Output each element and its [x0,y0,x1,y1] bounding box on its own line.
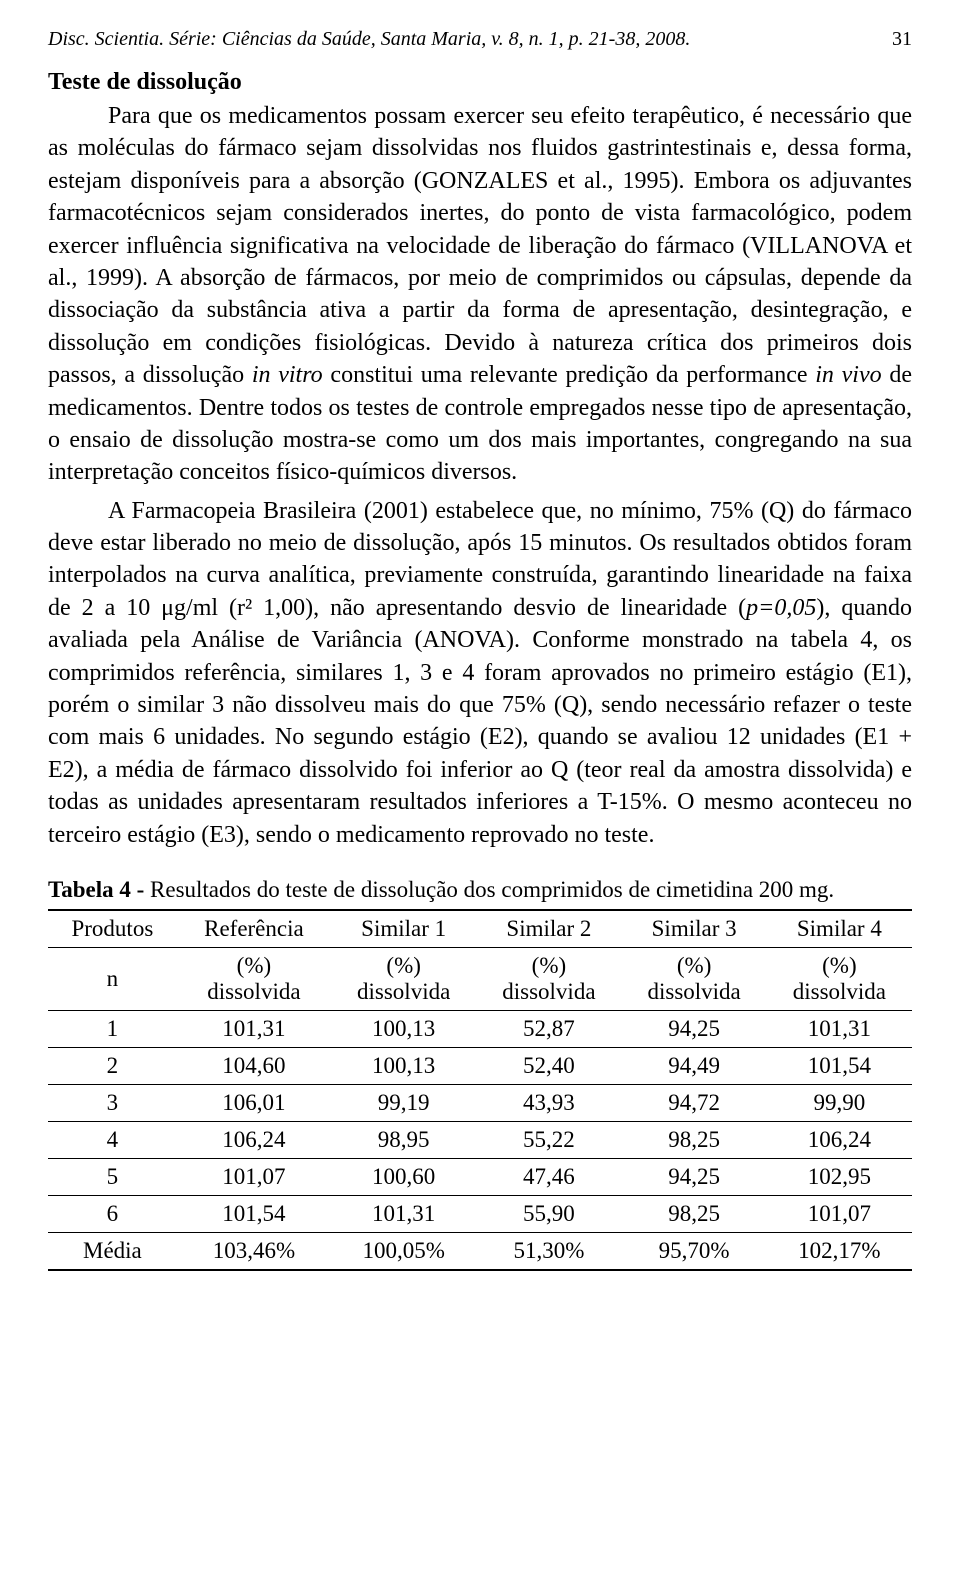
col-referencia: Referência [177,910,331,948]
cell: 4 [48,1121,177,1158]
unit-similar-1: (%)dissolvida [331,947,476,1010]
unit-bottom: dissolvida [480,979,617,1005]
page-number: 31 [892,28,912,51]
cell: 98,95 [331,1121,476,1158]
table-caption: Tabela 4 - Resultados do teste de dissol… [48,877,912,903]
cell: 102,95 [767,1158,912,1195]
table-header-row-1: Produtos Referência Similar 1 Similar 2 … [48,910,912,948]
unit-top: (%) [771,953,908,979]
cell: 106,24 [767,1121,912,1158]
cell: 51,30% [476,1232,621,1270]
col-similar-3: Similar 3 [622,910,767,948]
unit-referencia: (%)dissolvida [177,947,331,1010]
unit-similar-2: (%)dissolvida [476,947,621,1010]
unit-top: (%) [181,953,327,979]
running-header: Disc. Scientia. Série: Ciências da Saúde… [48,28,912,51]
cell: 94,49 [622,1047,767,1084]
table-body: 1 101,31 100,13 52,87 94,25 101,31 2 104… [48,1010,912,1270]
unit-top: (%) [480,953,617,979]
cell: 101,31 [177,1010,331,1047]
cell: 52,87 [476,1010,621,1047]
cell: 101,54 [767,1047,912,1084]
cell: 102,17% [767,1232,912,1270]
cell: 1 [48,1010,177,1047]
cell: 3 [48,1084,177,1121]
paragraph-2: A Farmacopeia Brasileira (2001) estabele… [48,495,912,851]
table-row: 2 104,60 100,13 52,40 94,49 101,54 [48,1047,912,1084]
cell: 94,72 [622,1084,767,1121]
table-row: 3 106,01 99,19 43,93 94,72 99,90 [48,1084,912,1121]
unit-bottom: dissolvida [335,979,472,1005]
journal-line: Disc. Scientia. Série: Ciências da Saúde… [48,28,690,51]
table-caption-lead: Tabela 4 - [48,877,150,902]
cell: 5 [48,1158,177,1195]
page: Disc. Scientia. Série: Ciências da Saúde… [0,0,960,1311]
table-row: 4 106,24 98,95 55,22 98,25 106,24 [48,1121,912,1158]
paragraph-1: Para que os medicamentos possam exercer … [48,100,912,489]
cell: 101,07 [177,1158,331,1195]
cell: 47,46 [476,1158,621,1195]
cell: 106,24 [177,1121,331,1158]
col-similar-1: Similar 1 [331,910,476,948]
cell: 55,22 [476,1121,621,1158]
cell: 100,05% [331,1232,476,1270]
table-row: 5 101,07 100,60 47,46 94,25 102,95 [48,1158,912,1195]
unit-bottom: dissolvida [181,979,327,1005]
cell: 103,46% [177,1232,331,1270]
table-caption-text: Resultados do teste de dissolução dos co… [150,877,834,902]
cell: 100,60 [331,1158,476,1195]
table-row: 6 101,54 101,31 55,90 98,25 101,07 [48,1195,912,1232]
cell: 43,93 [476,1084,621,1121]
cell: Média [48,1232,177,1270]
cell: 55,90 [476,1195,621,1232]
unit-bottom: dissolvida [626,979,763,1005]
cell: 101,31 [767,1010,912,1047]
col-produtos: Produtos [48,910,177,948]
cell: 101,54 [177,1195,331,1232]
cell: 98,25 [622,1195,767,1232]
cell: 99,19 [331,1084,476,1121]
unit-top: (%) [626,953,763,979]
cell: 98,25 [622,1121,767,1158]
cell: 104,60 [177,1047,331,1084]
cell: 101,31 [331,1195,476,1232]
cell: 95,70% [622,1232,767,1270]
table-row-mean: Média 103,46% 100,05% 51,30% 95,70% 102,… [48,1232,912,1270]
cell: 99,90 [767,1084,912,1121]
table-row: 1 101,31 100,13 52,87 94,25 101,31 [48,1010,912,1047]
cell: 100,13 [331,1047,476,1084]
cell: 100,13 [331,1010,476,1047]
unit-bottom: dissolvida [771,979,908,1005]
col-similar-4: Similar 4 [767,910,912,948]
section-title: Teste de dissolução [48,69,912,96]
cell: 94,25 [622,1010,767,1047]
cell: 106,01 [177,1084,331,1121]
dissolution-table: Produtos Referência Similar 1 Similar 2 … [48,909,912,1271]
table-header-row-2: n (%)dissolvida (%)dissolvida (%)dissolv… [48,947,912,1010]
unit-top: (%) [335,953,472,979]
cell: 2 [48,1047,177,1084]
cell: 6 [48,1195,177,1232]
cell: 101,07 [767,1195,912,1232]
col-n: n [48,947,177,1010]
cell: 94,25 [622,1158,767,1195]
col-similar-2: Similar 2 [476,910,621,948]
unit-similar-4: (%)dissolvida [767,947,912,1010]
cell: 52,40 [476,1047,621,1084]
unit-similar-3: (%)dissolvida [622,947,767,1010]
